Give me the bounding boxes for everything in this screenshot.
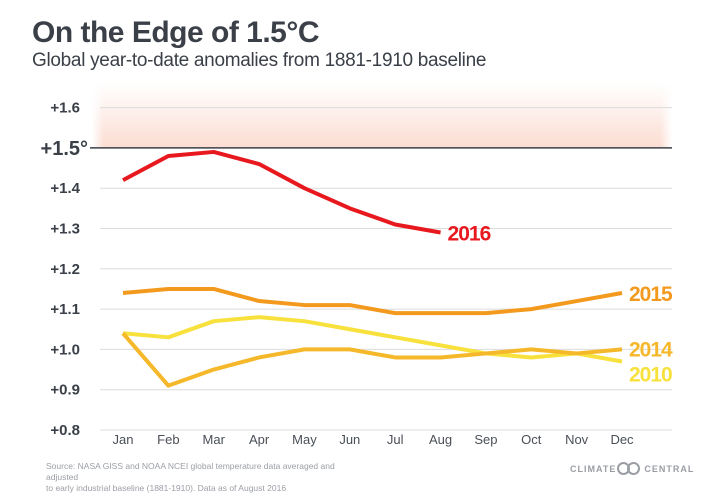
- y-tick-label: +1.6: [50, 100, 80, 117]
- series-label-2016: 2016: [448, 223, 491, 246]
- source-note: Source: NASA GISS and NOAA NCEI global t…: [46, 461, 346, 494]
- y-tick-label: +1.1: [50, 301, 80, 318]
- threshold-shade-fade: [92, 83, 672, 148]
- x-tick-label: Oct: [521, 432, 542, 447]
- y-tick-label: +0.9: [50, 382, 80, 399]
- series-line-2016: [123, 152, 441, 233]
- x-tick-label: Nov: [565, 432, 589, 447]
- x-tick-label: Feb: [157, 432, 179, 447]
- y-axis-ticks: +0.8 +0.9 +1.0 +1.1 +1.2 +1.3 +1.4 +1.5° +1.6: [41, 100, 88, 439]
- x-tick-label: Jan: [113, 432, 134, 447]
- x-axis-ticks: Jan Feb Mar Apr May Jun Jul Aug Sep Oct Nov Dec: [113, 432, 635, 447]
- climate-central-logo: CLIMATE CENTRAL: [570, 462, 694, 475]
- source-line-1: Source: NASA GISS and NOAA NCEI global t…: [46, 461, 346, 483]
- series-label-2015: 2015: [629, 283, 673, 306]
- x-tick-label: Jun: [339, 432, 360, 447]
- y-tick-label: +1.0: [50, 341, 80, 358]
- source-line-2: to early industrial baseline (1881-1910)…: [46, 483, 346, 494]
- logo-text-right: CENTRAL: [644, 464, 694, 474]
- y-tick-label: +0.8: [50, 422, 80, 439]
- x-tick-label: Dec: [610, 432, 634, 447]
- y-tick-label: +1.4: [50, 180, 80, 197]
- logo-text-left: CLIMATE: [570, 464, 616, 474]
- series-label-2010: 2010: [629, 363, 672, 386]
- series-label-2014: 2014: [629, 338, 673, 361]
- x-tick-label: May: [292, 432, 317, 447]
- x-tick-label: Apr: [249, 432, 270, 447]
- logo-rings-icon: [620, 462, 640, 475]
- x-tick-label: Sep: [474, 432, 497, 447]
- x-tick-label: Jul: [387, 432, 404, 447]
- series-line-2014: [123, 333, 622, 385]
- y-tick-label: +1.3: [50, 221, 80, 238]
- danger-zone-shading: [92, 83, 672, 148]
- x-tick-label: Mar: [203, 432, 226, 447]
- x-tick-label: Aug: [429, 432, 452, 447]
- y-tick-label: +1.2: [50, 261, 80, 278]
- y-tick-label: +1.5°: [41, 138, 88, 160]
